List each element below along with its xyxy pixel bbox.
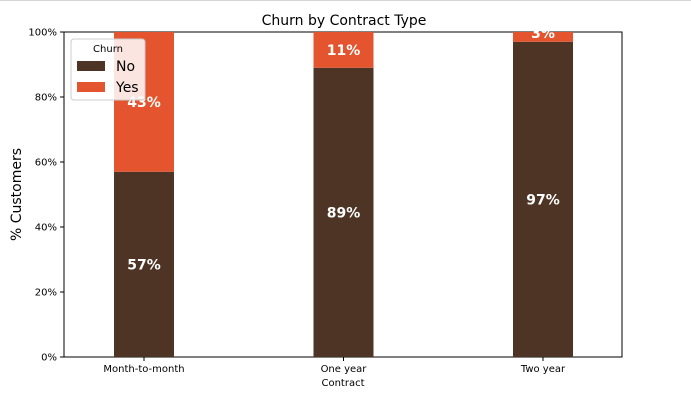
- data-label-no-2: 89%: [327, 205, 361, 221]
- y-tick-label: 0%: [41, 353, 57, 364]
- data-label-yes-3: 3%: [531, 26, 555, 42]
- legend-label-no: No: [116, 59, 135, 75]
- bar-no-2: [313, 67, 374, 357]
- bar-no-1: [114, 171, 174, 357]
- bar-yes-3: [513, 32, 573, 42]
- y-tick-label: 60%: [35, 158, 57, 169]
- top-divider: [0, 0, 691, 1]
- x-tick-label: Month-to-month: [103, 364, 184, 375]
- y-tick-label: 40%: [35, 223, 57, 234]
- y-tick-label: 100%: [28, 28, 57, 39]
- data-label-yes-2: 11%: [327, 43, 361, 59]
- bar-yes-2: [313, 32, 374, 68]
- data-label-no-3: 97%: [526, 192, 560, 208]
- y-axis: 0% 20% 40% 60% 80% 100%: [28, 28, 64, 364]
- y-tick-label: 80%: [35, 93, 57, 104]
- y-tick-label: 20%: [35, 288, 57, 299]
- x-tick-label: One year: [321, 364, 368, 375]
- legend-label-yes: Yes: [115, 80, 139, 96]
- chart-title: Churn by Contract Type: [262, 13, 427, 29]
- bar-no-3: [513, 41, 573, 357]
- legend-swatch-yes: [77, 82, 105, 92]
- legend-swatch-no: [77, 61, 105, 71]
- data-label-no-1: 57%: [127, 257, 161, 273]
- x-axis-label: Contract: [321, 378, 364, 389]
- bars-group: 57%43%89%11%97%3%: [114, 26, 573, 357]
- x-axis: Month-to-month One year Two year: [103, 357, 566, 375]
- legend: Churn No Yes: [70, 38, 146, 101]
- x-tick-label: Two year: [520, 364, 566, 375]
- legend-title: Churn: [93, 44, 123, 55]
- y-axis-label: % Customers: [9, 148, 25, 241]
